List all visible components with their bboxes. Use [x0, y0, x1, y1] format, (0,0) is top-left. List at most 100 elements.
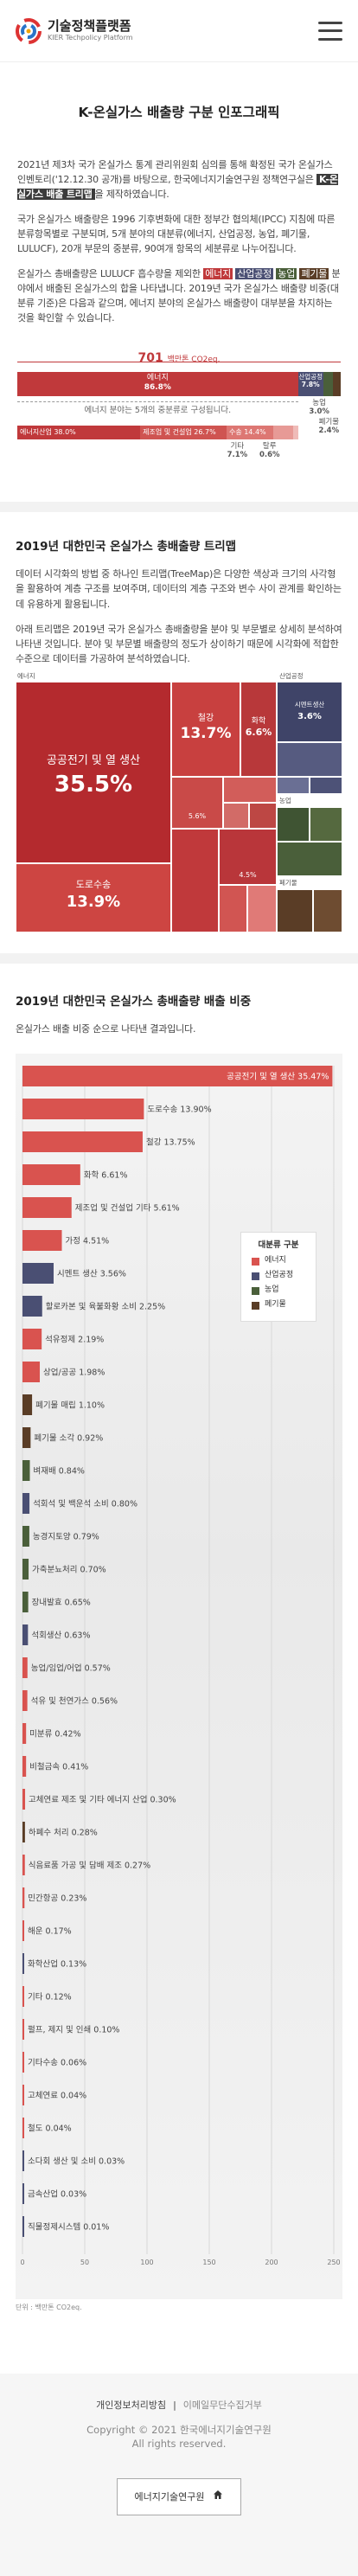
bar[interactable] — [22, 1426, 31, 1448]
bar[interactable] — [22, 1065, 333, 1086]
tm-household[interactable] — [171, 828, 219, 932]
bar-label: 펄프, 제지 및 인쇄 0.10% — [28, 2024, 119, 2035]
bar[interactable] — [22, 1624, 29, 1645]
bar[interactable] — [22, 1952, 24, 1974]
bar[interactable] — [22, 1262, 54, 1284]
bar[interactable] — [22, 2182, 24, 2204]
ag-name: 농업 — [312, 399, 326, 408]
tm-block-c[interactable] — [249, 802, 277, 829]
bar-label: 철도 0.04% — [28, 2124, 72, 2133]
bar[interactable] — [22, 1196, 72, 1218]
tm-incineration[interactable] — [313, 888, 342, 932]
tm-block-d[interactable]: 4.5% — [219, 828, 277, 885]
tm-power-label: 공공전기 및 열 생산 — [46, 753, 141, 767]
bar[interactable] — [22, 1755, 27, 1777]
bar[interactable] — [22, 1394, 33, 1415]
tm-ind-a[interactable] — [277, 776, 310, 794]
bar[interactable] — [22, 2084, 24, 2105]
bar[interactable] — [22, 2051, 24, 2073]
energy-sub-caption: 에너지 분야는 5개의 중분류로 구성됩니다. — [84, 406, 232, 416]
bar[interactable] — [22, 1163, 80, 1185]
emission-treemap: 에너지 산업공정 공공전기 및 열 생산 35.5% 철강 13.7% 화학 6… — [16, 672, 342, 932]
bar[interactable] — [22, 1131, 143, 1152]
bar[interactable] — [22, 1492, 30, 1514]
tm-block-a[interactable] — [223, 776, 277, 803]
bar[interactable] — [22, 1459, 30, 1481]
tm-block-b[interactable] — [223, 802, 249, 829]
bar[interactable] — [22, 1722, 27, 1744]
x-tick-label: 50 — [80, 2259, 89, 2266]
bar-label: 농경지토양 0.79% — [33, 1531, 99, 1541]
bar[interactable] — [22, 1098, 144, 1119]
hamburger-menu-icon[interactable] — [318, 21, 342, 41]
legend-label-agriculture: 농업 — [265, 1285, 279, 1295]
bar[interactable] — [22, 1689, 28, 1711]
tm-steel[interactable]: 철강 13.7% — [171, 681, 240, 777]
chart-legend: 대분류 구분 에너지 산업공정 농업 폐기물 — [240, 1231, 316, 1323]
site-footer: 개인정보처리방침 | 이메일무단수집거부 Copyright © 2021 한국에너… — [0, 2374, 358, 2576]
tm-soil[interactable] — [310, 806, 342, 842]
legend-label-energy: 에너지 — [265, 1256, 286, 1266]
bar[interactable] — [22, 2117, 24, 2138]
industry-highlight: 산업공정 — [235, 268, 274, 280]
tm-chem-pct: 6.6% — [245, 726, 272, 738]
tm-ind-b[interactable] — [310, 776, 342, 794]
ag-pct: 3.0% — [309, 407, 329, 416]
energy-sub-bar: 에너지산업 38.0% 제조업 및 건설업 26.7% 수송 14.4% — [17, 426, 298, 440]
bar[interactable] — [22, 1887, 25, 1908]
bar[interactable] — [22, 1328, 42, 1349]
agriculture-segment — [323, 372, 334, 397]
bar[interactable] — [22, 2215, 24, 2237]
energy-sub-segment — [272, 426, 293, 440]
tm-manufacturing-other[interactable]: 5.6% — [171, 776, 223, 829]
bar[interactable] — [22, 2018, 24, 2040]
x-tick-label: 150 — [202, 2259, 215, 2266]
tm-road-transport[interactable]: 도로수송 13.9% — [16, 862, 171, 932]
tm-chemical[interactable]: 화학 6.6% — [240, 681, 277, 777]
bar[interactable] — [22, 1919, 24, 1941]
legend-title: 대분류 구분 — [258, 1240, 299, 1250]
site-header: 기술정책플랫폼 KIER Techpolicy Platform — [0, 0, 358, 62]
bar-label: 시멘트 생산 3.56% — [57, 1269, 126, 1278]
bar[interactable] — [22, 1821, 25, 1842]
tm-rice[interactable] — [277, 806, 310, 842]
energy-sub-segment: 에너지산업 38.0% — [17, 426, 141, 440]
total-unit: 백만톤 CO2eq. — [167, 356, 221, 365]
treemap-paragraph-1: 데이터 시각화의 방법 중 하나인 트리맵(TreeMap)은 다양한 색상과 … — [16, 568, 342, 610]
bar[interactable] — [22, 1525, 29, 1547]
bar-label: 철강 13.75% — [146, 1137, 195, 1147]
tm-block-f[interactable] — [247, 884, 277, 932]
tm-cement-label: 시멘트생산 — [294, 700, 325, 708]
tm-livestock[interactable] — [277, 841, 342, 876]
tm-cement-pct: 3.6% — [297, 711, 322, 721]
tm-head-industry: 산업공정 — [279, 671, 304, 680]
intro3-text-b: 분야에서 배출된 온실가스의 합을 나타냅니다. 2019년 국가 온실가스 배… — [17, 268, 341, 324]
bar[interactable] — [22, 1295, 42, 1317]
tm-power[interactable]: 공공전기 및 열 생산 35.5% — [16, 681, 171, 863]
home-button-label: 에너지기술연구원 — [134, 2491, 205, 2503]
privacy-policy-link[interactable]: 개인정보처리방침 — [96, 2400, 167, 2412]
tm-halocarbon[interactable] — [277, 741, 342, 777]
bar[interactable] — [22, 1591, 29, 1612]
bar[interactable] — [22, 1558, 29, 1580]
bar[interactable] — [22, 1229, 62, 1251]
emission-share-chart: 0 50 100 150 200 250 공공전기 및 열 생산 35.47% 도로수송 13… — [16, 1053, 342, 2299]
tm-cement[interactable]: 시멘트생산 3.6% — [277, 681, 342, 742]
tm-head-waste: 폐기물 — [279, 878, 297, 887]
bar-label: 금속산업 0.03% — [28, 2188, 86, 2199]
email-refusal-link[interactable]: 이메일무단수집거부 — [182, 2400, 262, 2412]
bar[interactable] — [22, 1361, 41, 1382]
bar[interactable] — [22, 1656, 28, 1678]
bar-label: 석회생산 0.63% — [31, 1631, 90, 1640]
bar[interactable] — [22, 1985, 24, 2007]
tm-block-e[interactable] — [219, 884, 247, 932]
bar-label: 폐기물 매립 1.10% — [35, 1400, 105, 1410]
bar[interactable] — [22, 2150, 24, 2171]
tm-transport-pct: 13.9% — [66, 892, 121, 911]
kier-home-button[interactable]: 에너지기술연구원 — [116, 2478, 242, 2516]
bar[interactable] — [22, 1788, 26, 1810]
tm-landfill[interactable] — [277, 888, 313, 932]
bar[interactable] — [22, 1854, 25, 1875]
site-logo[interactable]: 기술정책플랫폼 KIER Techpolicy Platform — [16, 17, 133, 44]
x-tick-label: 0 — [20, 2259, 24, 2266]
